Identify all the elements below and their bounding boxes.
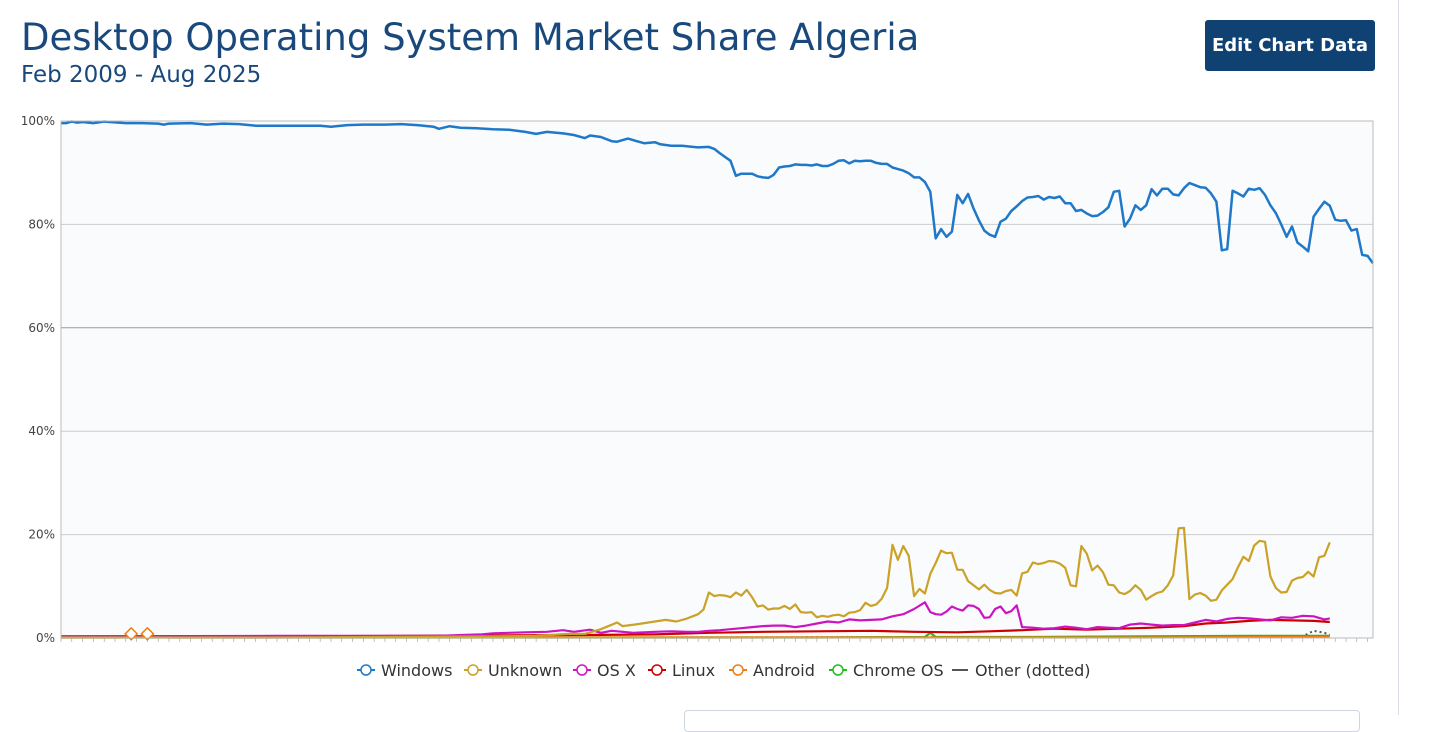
- legend-marker: [732, 664, 744, 676]
- legend-marker: [651, 664, 663, 676]
- plot-border: [60, 120, 1374, 639]
- y-tick-label: 60%: [28, 321, 55, 335]
- market-share-chart: statcounter 0%20%40%60%80%100% WindowsUn…: [21, 114, 1375, 680]
- legend-item[interactable]: Unknown: [464, 661, 562, 680]
- y-tick-label: 0%: [36, 631, 55, 645]
- series-line-os-x: [60, 601, 1331, 638]
- legend: Windows Unknown OS X Linux Android Chrome OS O…: [357, 661, 1091, 680]
- legend-label: OS X: [597, 661, 636, 680]
- series-line-windows: [61, 120, 1375, 264]
- y-tick-label: 100%: [21, 114, 55, 128]
- legend-marker: [467, 664, 479, 676]
- y-tick-label: 40%: [28, 424, 55, 438]
- legend-label: Chrome OS: [853, 661, 944, 680]
- plot-area: [61, 121, 1373, 638]
- edit-chart-data-button[interactable]: Edit Chart Data: [1205, 20, 1375, 71]
- legend-item[interactable]: Windows: [357, 661, 452, 680]
- grid: 0% 20% 40% 60% 80% 100%: [21, 114, 1373, 645]
- legend-label: Android: [753, 661, 815, 680]
- legend-label: Windows: [381, 661, 452, 680]
- legend-label: Linux: [672, 661, 715, 680]
- legend-label: Other (dotted): [975, 661, 1091, 680]
- legend-item[interactable]: Chrome OS: [829, 661, 944, 680]
- legend-item[interactable]: Android: [729, 661, 815, 680]
- legend-marker: [360, 664, 372, 676]
- series-line-unknown: [61, 526, 1331, 639]
- legend-marker: [832, 664, 844, 676]
- y-tick-label: 80%: [28, 217, 55, 231]
- legend-item[interactable]: Other (dotted): [952, 661, 1091, 680]
- legend-marker: [576, 664, 588, 676]
- legend-item[interactable]: OS X: [573, 661, 636, 680]
- legend-item[interactable]: Linux: [648, 661, 715, 680]
- page-subtitle: Feb 2009 - Aug 2025: [21, 62, 262, 88]
- page-title: Desktop Operating System Market Share Al…: [21, 16, 920, 59]
- android-marker: [140, 626, 155, 641]
- android-marker: [124, 626, 139, 641]
- page-divider: [1398, 0, 1399, 715]
- series-line-linux: [61, 618, 1330, 638]
- legend-label: Unknown: [488, 661, 562, 680]
- y-tick-label: 20%: [28, 528, 55, 542]
